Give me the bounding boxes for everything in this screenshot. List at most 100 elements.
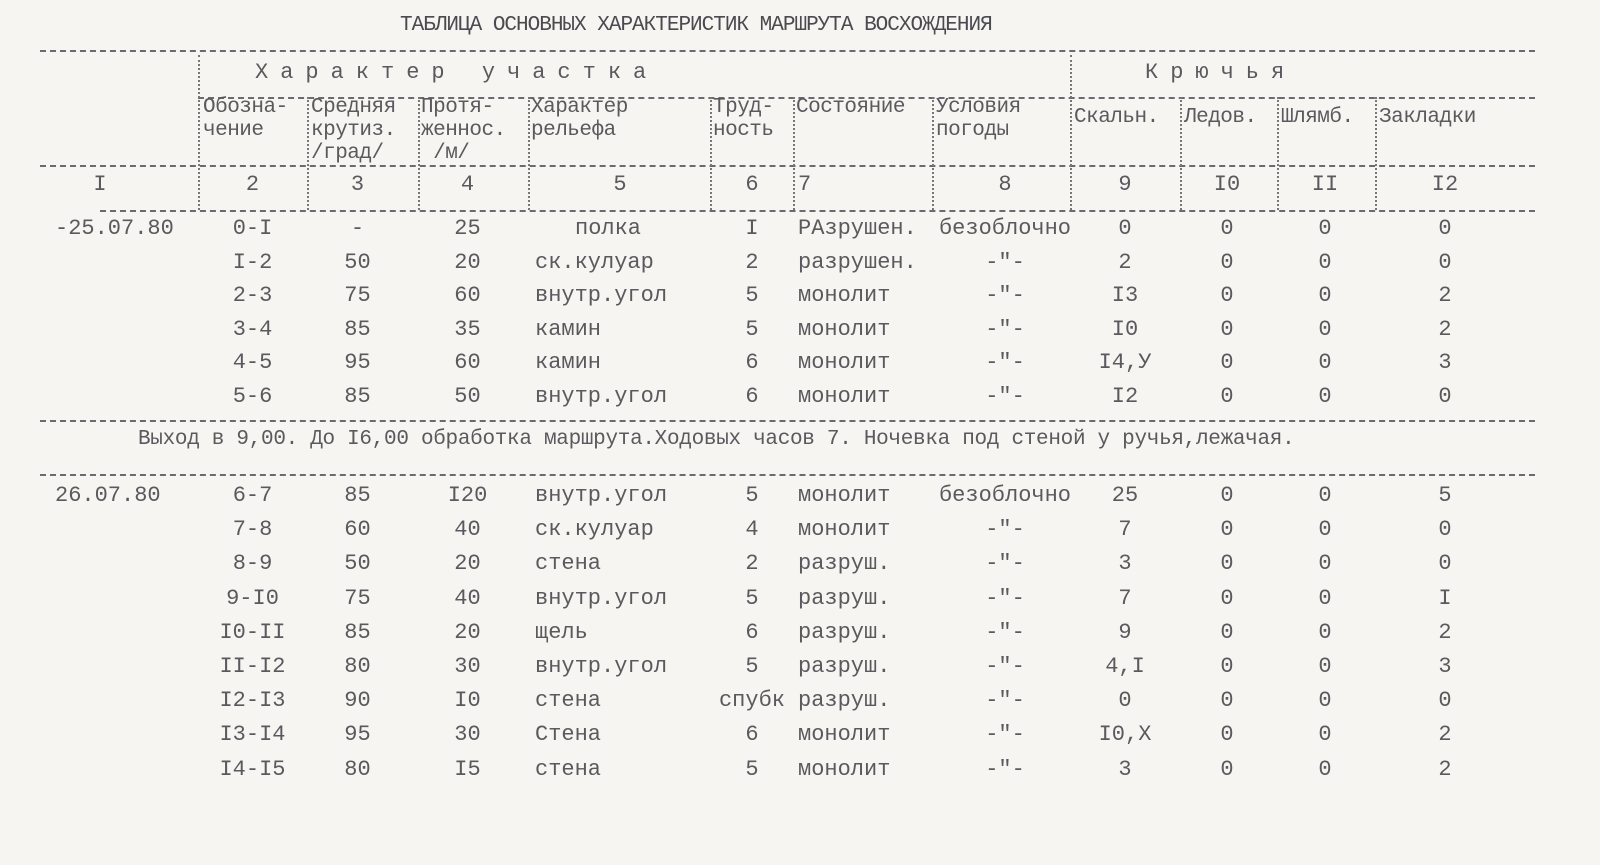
column-number: I [93,172,107,197]
column-header-difficulty: Труд- ность [713,96,774,142]
cell-chocks: 0 [1438,551,1452,577]
cell-relief: внутр.угол [535,483,668,508]
cell-segment: I4-I5 [219,756,286,782]
cell-ice-pitons: 0 [1220,619,1234,645]
cell-rock-pitons: I3 [1111,283,1139,309]
cell-difficulty: 6 [745,350,759,376]
cell-rock-pitons: I0,X [1098,722,1152,748]
cell-steepness: 60 [344,517,371,543]
cell-chocks: 2 [1438,316,1452,342]
column-number: II [1311,172,1339,197]
cell-weather: -"- [985,384,1025,409]
cell-bolts: 0 [1318,756,1332,782]
cell-rock-pitons: 0 [1118,216,1132,241]
cell-ice-pitons: 0 [1220,722,1234,748]
cell-length: 40 [454,517,481,543]
cell-ice-pitons: 0 [1220,384,1234,409]
cell-weather: -"- [985,688,1025,714]
divider [198,97,1535,99]
cell-steepness: 50 [344,551,371,577]
table-title: ТАБЛИЦА ОСНОВНЫХ ХАРАКТЕРИСТИК МАРШРУТА … [400,14,993,37]
cell-date: -25.07.80 [55,216,174,241]
cell-chocks: 2 [1438,283,1452,309]
cell-rock-pitons: I2 [1111,384,1139,409]
cell-length: 40 [454,585,481,611]
cell-ice-pitons: 0 [1220,756,1234,782]
column-header-weather: Условия погоды [936,96,1021,142]
cell-chocks: 3 [1438,654,1452,679]
table-row: 5-6 85 50 внутр.угол 6 монолит -"- I2 0 0 0 [0,384,1600,414]
cell-segment: I3-I4 [219,722,286,748]
cell-relief: камин [535,316,602,342]
cell-weather: безоблочно [938,483,1072,508]
cell-ice-pitons: 0 [1220,585,1234,611]
cell-length: 30 [454,654,481,679]
table-row: 8-9 50 20 стена 2 разруш. -"- 3 0 0 0 [0,551,1600,581]
column-number: 3 [350,172,365,197]
column-separator [793,97,795,210]
table-row: I4-I5 80 I5 стена 5 монолит -"- 3 0 0 2 [0,757,1600,787]
cell-weather: -"- [985,350,1025,376]
divider [40,165,1535,167]
cell-chocks: 0 [1438,384,1452,409]
cell-chocks: 0 [1438,517,1452,543]
cell-chocks: 5 [1438,483,1452,508]
cell-rock-pitons: 0 [1118,688,1132,714]
column-header-length: Протя- женнос. /м/ [421,96,506,165]
cell-difficulty: 6 [745,722,759,748]
cell-relief: ск.кулуар [535,517,654,543]
cell-condition: монолит [798,384,891,409]
divider [100,210,1535,212]
cell-weather: -"- [985,249,1025,275]
cell-rock-pitons: 4,I [1105,654,1145,679]
cell-ice-pitons: 0 [1220,483,1234,508]
cell-difficulty: 2 [745,551,759,577]
cell-bolts: 0 [1318,517,1332,543]
cell-segment: 9-I0 [226,585,279,611]
cell-bolts: 0 [1318,688,1332,714]
section-header-segment: Характер участка [255,60,659,85]
cell-steepness: - [350,216,365,241]
cell-relief: внутр.угол [535,283,668,309]
cell-bolts: 0 [1318,619,1332,645]
cell-steepness: 90 [344,688,371,714]
cell-condition: РАзрушен. [798,216,917,241]
cell-chocks: 0 [1438,249,1452,275]
cell-relief: внутр.угол [535,384,668,409]
cell-condition: монолит [798,316,891,342]
cell-chocks: 2 [1438,722,1452,748]
cell-ice-pitons: 0 [1220,316,1234,342]
cell-steepness: 50 [344,249,371,275]
cell-condition: монолит [798,283,891,309]
table-row: 3-4 85 35 камин 5 монолит -"- I0 0 0 2 [0,317,1600,347]
cell-relief: камин [535,350,602,376]
cell-ice-pitons: 0 [1220,283,1234,309]
cell-weather: -"- [985,316,1025,342]
cell-steepness: 85 [344,619,371,645]
cell-steepness: 80 [344,756,371,782]
cell-segment: II-I2 [219,654,286,679]
cell-weather: -"- [985,517,1025,543]
divider [40,474,1535,476]
cell-weather: -"- [985,654,1025,679]
cell-condition: монолит [798,350,891,376]
cell-difficulty: 5 [745,283,759,309]
cell-rock-pitons: 3 [1118,551,1132,577]
cell-condition: разруш. [798,585,891,611]
cell-relief: полка [575,216,642,241]
divider [40,50,1535,52]
column-separator [1180,97,1182,210]
cell-weather: -"- [985,585,1025,611]
cell-steepness: 75 [344,283,371,309]
column-separator [1277,97,1279,210]
table-row: I-2 50 20 ск.кулуар 2 разрушен. -"- 2 0 0 0 [0,250,1600,280]
cell-segment: I2-I3 [219,688,286,714]
cell-rock-pitons: I0 [1111,316,1139,342]
column-header-rock-pitons: Скальн. [1074,106,1159,129]
table-row: 7-8 60 40 ск.кулуар 4 монолит -"- 7 0 0 0 [0,517,1600,547]
cell-ice-pitons: 0 [1220,216,1234,241]
cell-relief: щель [535,619,588,645]
cell-bolts: 0 [1318,722,1332,748]
cell-chocks: I [1438,585,1452,611]
cell-condition: монолит [798,756,891,782]
